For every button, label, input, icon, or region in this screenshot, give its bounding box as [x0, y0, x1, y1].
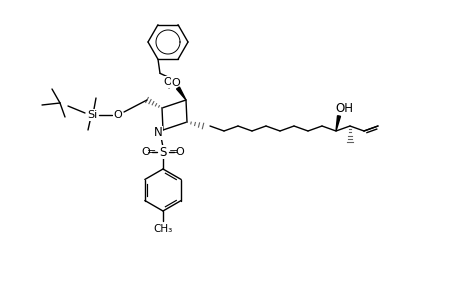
Text: =: =	[147, 147, 157, 157]
Text: O: O	[163, 77, 172, 87]
Text: OH: OH	[334, 103, 352, 116]
Text: CH₃: CH₃	[153, 224, 172, 234]
Text: S: S	[159, 146, 166, 158]
Text: O: O	[171, 78, 180, 88]
Polygon shape	[176, 87, 185, 100]
Text: Si: Si	[87, 110, 97, 120]
Text: N: N	[153, 127, 162, 140]
Text: O: O	[175, 147, 184, 157]
Text: O: O	[141, 147, 150, 157]
Polygon shape	[335, 116, 340, 131]
Text: =: =	[169, 147, 178, 157]
Text: O: O	[113, 110, 122, 120]
